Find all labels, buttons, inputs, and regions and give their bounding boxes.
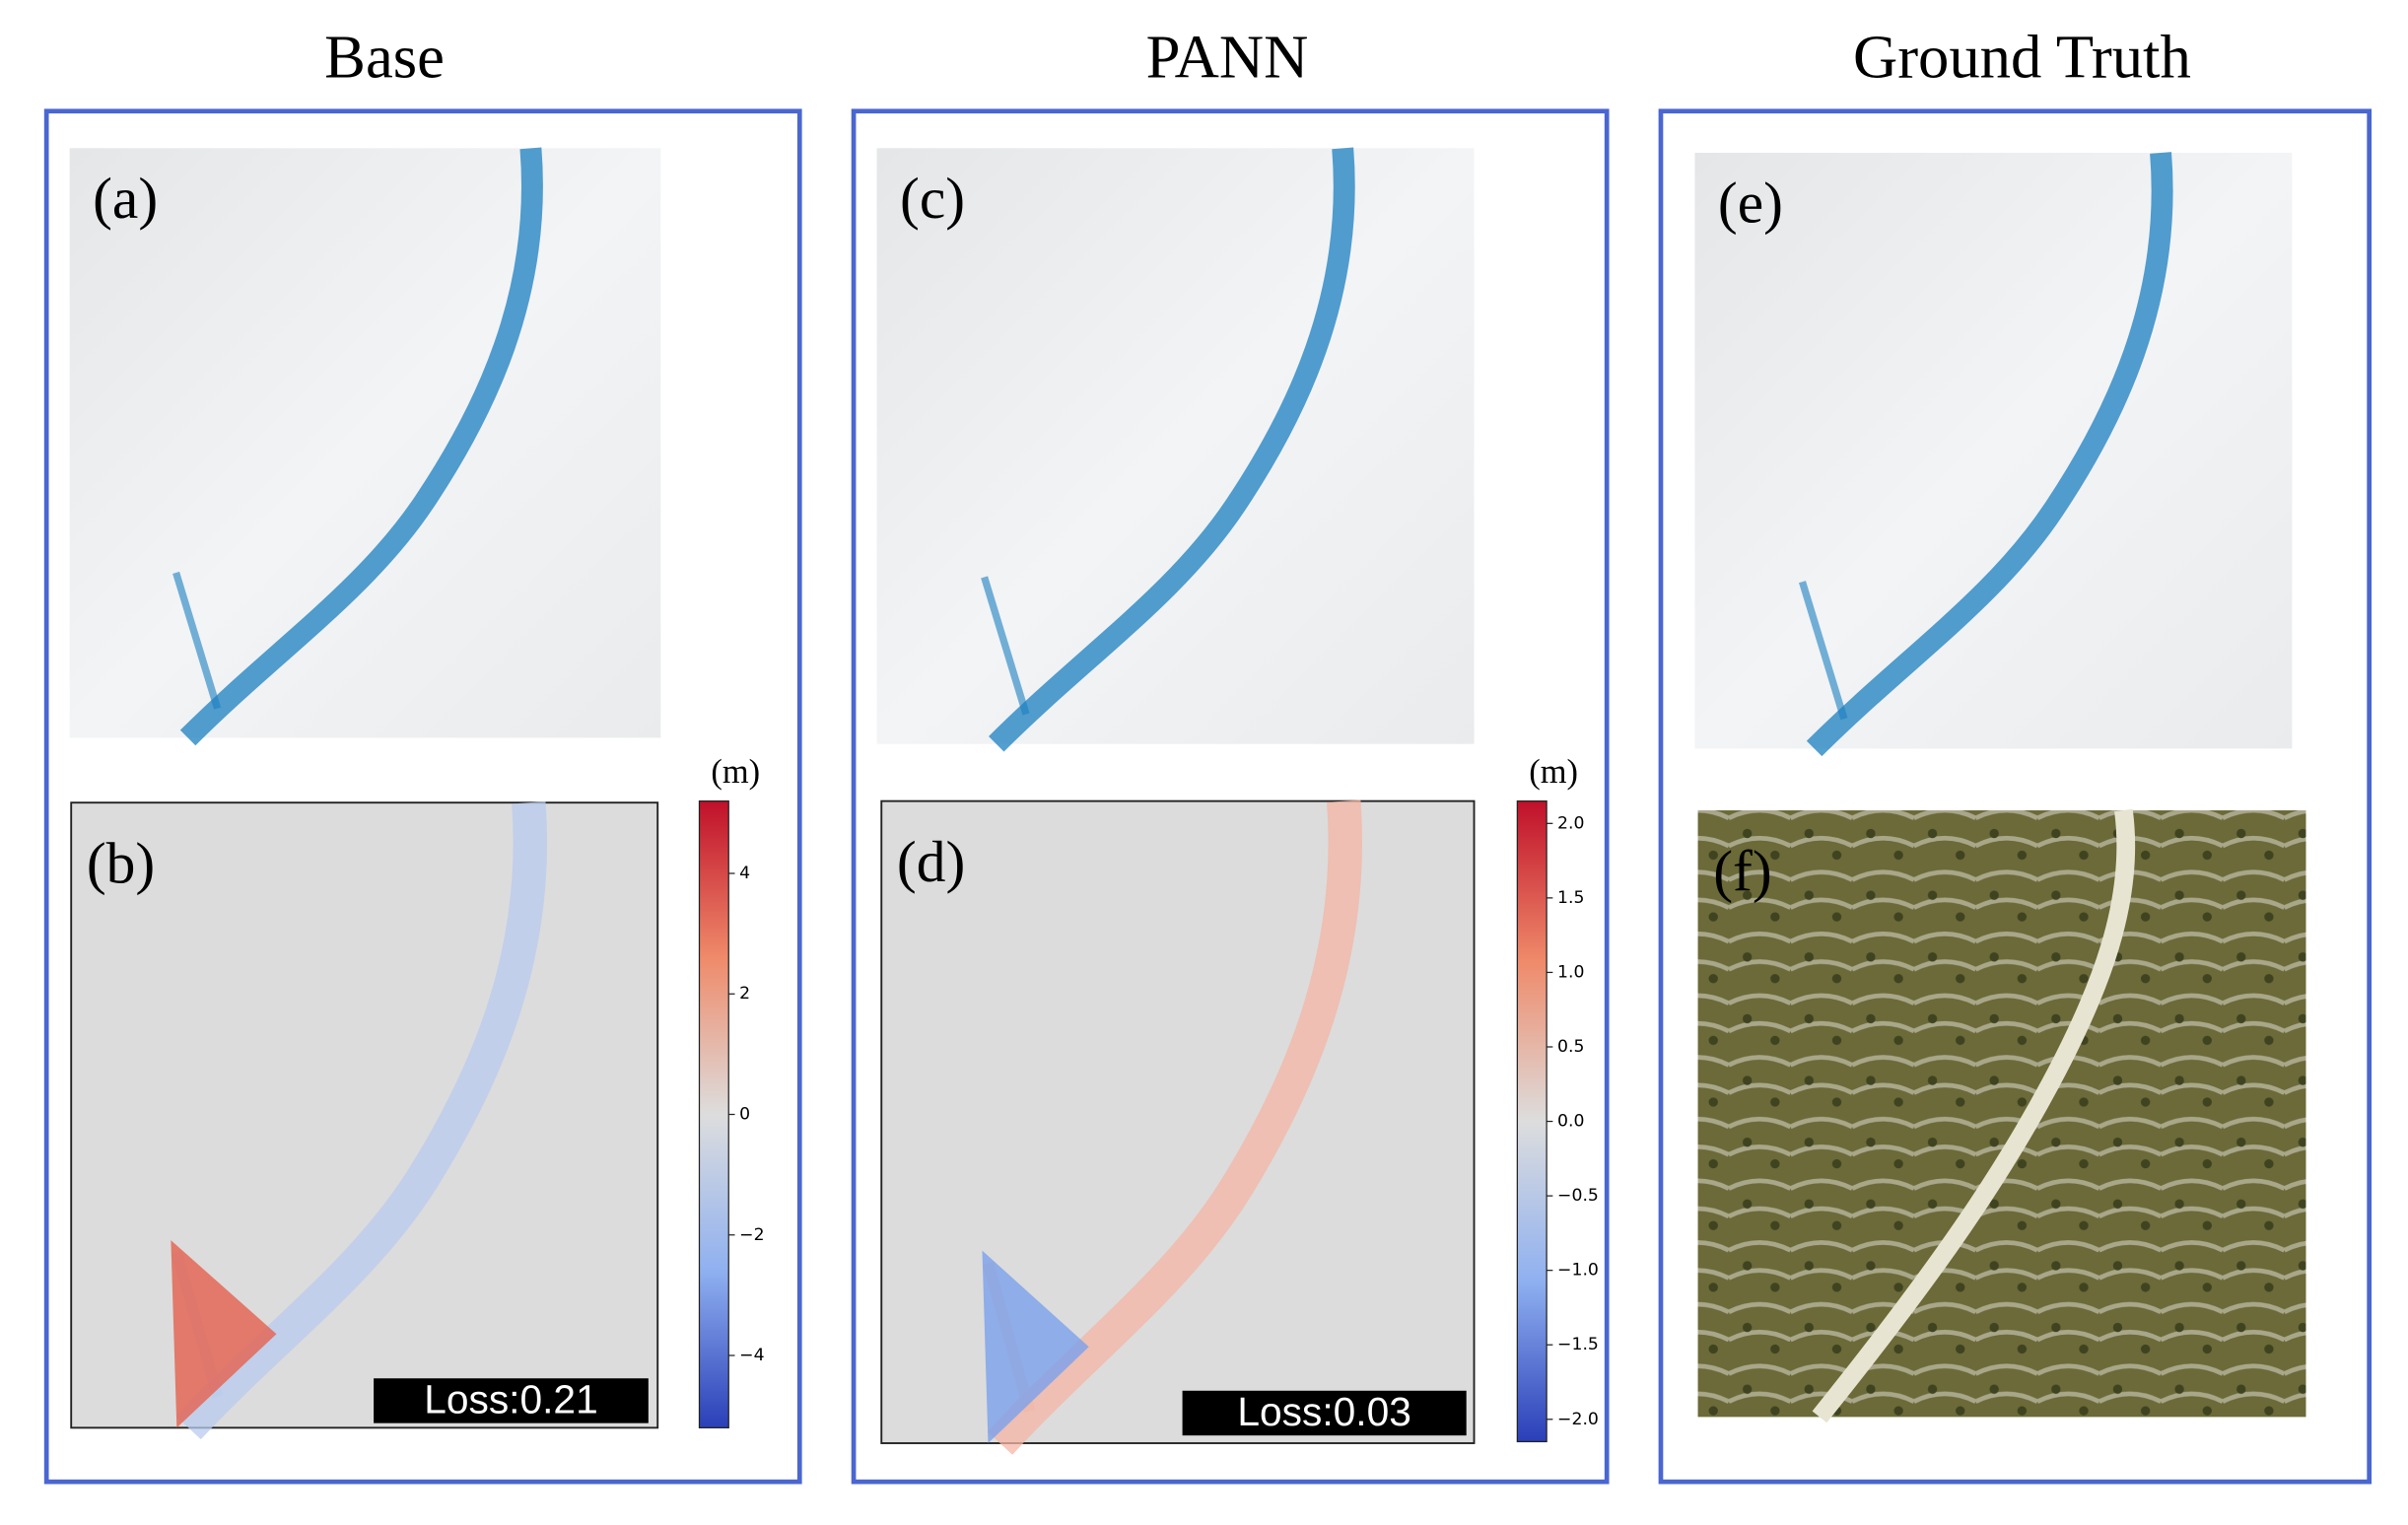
error-map <box>70 801 659 1429</box>
colorbar-tick-label: 4 <box>739 864 750 883</box>
panel-frame <box>43 108 802 1485</box>
panel-label: (b) <box>87 831 155 896</box>
river <box>175 800 548 1440</box>
colorbar-unit: (m) <box>1529 753 1578 791</box>
error-hotspot <box>171 1240 277 1428</box>
depth-map <box>69 148 661 738</box>
colorbar-tick-label: −2 <box>739 1225 764 1245</box>
colorbar-tick-label: −0.5 <box>1557 1186 1599 1206</box>
panel-label: (e) <box>1718 170 1783 235</box>
colorbar-tick-label: 1.5 <box>1557 888 1584 908</box>
error-hotspot <box>982 1250 1089 1444</box>
riverbed <box>1812 808 2136 1423</box>
column-title: PANN <box>1146 22 1309 91</box>
colorbar-tick-label: 1.0 <box>1557 962 1584 982</box>
colorbar-tick-label: 2.0 <box>1557 813 1584 833</box>
loss-box <box>1182 1390 1467 1436</box>
colorbar-tick-label: −1.0 <box>1557 1261 1599 1281</box>
satellite-image <box>1697 810 2306 1418</box>
column-title: Base <box>324 22 445 91</box>
panel-frame <box>1658 108 2373 1485</box>
river-branch <box>172 571 222 710</box>
river-branch <box>1798 581 1848 721</box>
river <box>179 147 543 746</box>
panel-label: (c) <box>900 166 965 231</box>
colorbar-tick-label: −1.5 <box>1557 1335 1599 1354</box>
loss-text: Loss:0.03 <box>1237 1389 1411 1434</box>
colorbar-tick-label: 2 <box>739 984 750 1004</box>
river-branch <box>981 576 1030 716</box>
column-title: Ground Truth <box>1853 22 2191 91</box>
river <box>987 799 1362 1455</box>
panel-label: (a) <box>93 166 158 231</box>
colorbar-tick-label: 0.5 <box>1557 1037 1584 1057</box>
panel-label: (d) <box>897 829 965 894</box>
panel-frame <box>851 108 1610 1485</box>
depth-map <box>876 148 1475 744</box>
loss-text: Loss:0.21 <box>424 1376 598 1421</box>
colorbar <box>698 800 729 1428</box>
colorbar-tick-label: 0.0 <box>1557 1112 1584 1132</box>
colorbar-tick-label: 0 <box>739 1105 750 1125</box>
colorbar-unit: (m) <box>711 753 760 791</box>
colorbar-tick-label: −2.0 <box>1557 1410 1599 1429</box>
colorbar-tick-label: −4 <box>739 1346 764 1365</box>
river <box>989 147 1355 752</box>
loss-box <box>374 1378 649 1423</box>
depth-map <box>1694 153 2293 749</box>
river <box>1806 152 2173 757</box>
panel-label: (f) <box>1713 838 1771 903</box>
colorbar <box>1516 800 1548 1443</box>
error-map <box>880 799 1476 1444</box>
